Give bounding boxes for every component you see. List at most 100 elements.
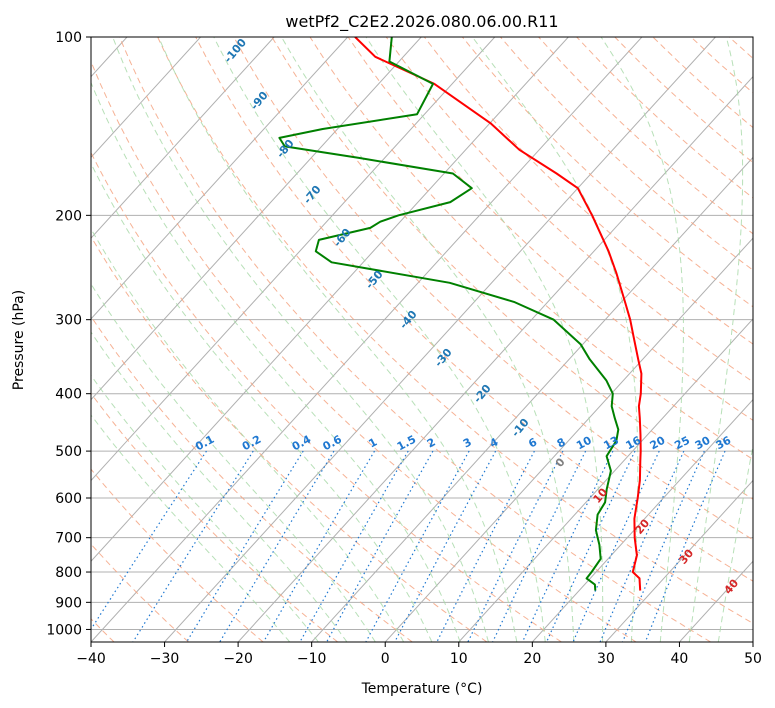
- mixing-ratio-label: 13: [601, 434, 621, 453]
- x-axis: −40 −30 −20 −10 0 10 20 30 40 50: [76, 642, 762, 667]
- y-tick-label: 900: [55, 595, 82, 611]
- isotherm-line: [91, 37, 349, 320]
- y-tick-label: 300: [55, 313, 82, 329]
- y-tick-label: 800: [55, 565, 82, 581]
- isotherm-line: [679, 560, 753, 642]
- dry-adiabat-label: -80: [274, 137, 297, 161]
- dry-adiabat-line: [767, 37, 775, 642]
- dry-adiabat-line: [91, 315, 413, 642]
- mixing-ratio-label: 1: [366, 435, 379, 450]
- mixing-ratio-label: 0.6: [321, 433, 345, 454]
- moist-adiabat-line: [91, 282, 376, 642]
- data-lines: [278, 37, 643, 591]
- dry-adiabat-line: [157, 37, 753, 624]
- moist-adiabat-line: [91, 331, 348, 642]
- x-tick-label: −40: [76, 651, 106, 667]
- dry-adiabat-label: -70: [301, 183, 324, 207]
- x-tick-label: 20: [523, 651, 541, 667]
- isotherm-line: [237, 75, 753, 642]
- mixing-ratio-label: 25: [672, 434, 692, 453]
- mixing-ratio-label: 6: [526, 435, 539, 450]
- dry-adiabat-line: [652, 37, 753, 129]
- isotherm-line: [752, 641, 753, 642]
- isotherm-line: [91, 37, 496, 482]
- mixing-ratio-label: 20: [648, 434, 668, 453]
- dry-adiabat-label: 30: [676, 546, 696, 566]
- mixing-ratio-line: [644, 450, 726, 642]
- mixing-ratio-line: [299, 450, 409, 642]
- y-axis: 100 200 300 400 500 600 700 800 900 1000: [46, 30, 91, 638]
- background-lines: [91, 37, 775, 642]
- mixing-ratio-line: [262, 450, 376, 642]
- y-axis-title: Pressure (hPa): [11, 290, 27, 390]
- mixing-ratio-line: [365, 450, 470, 642]
- dry-adiabat-line: [576, 37, 753, 199]
- mixing-ratio-label: 3: [461, 435, 474, 450]
- dry-adiabat-line: [728, 37, 753, 60]
- dry-adiabat-line: [91, 468, 264, 642]
- x-axis-title: Temperature (°C): [361, 681, 483, 697]
- dry-adiabat-line: [91, 151, 562, 642]
- mixing-ratio-label: 0.4: [290, 433, 314, 454]
- moist-adiabat-line: [91, 162, 433, 642]
- mixing-ratio-label: 0.1: [193, 433, 216, 454]
- dry-adiabat-label: -60: [331, 226, 354, 250]
- dry-adiabat-line: [91, 543, 189, 642]
- dry-adiabat-label: 40: [721, 576, 741, 596]
- y-tick-label: 600: [55, 491, 82, 507]
- mixing-ratio-line: [132, 450, 254, 642]
- mixing-ratio-label: 10: [574, 434, 594, 453]
- dry-adiabat-line: [119, 37, 711, 642]
- moist-adiabat-line: [717, 443, 753, 642]
- moist-adiabat-line: [158, 37, 518, 642]
- isopleth-labels: 0.1 0.2 0.4 0.6 1 1.5 2 3 4 6 8 10 13 16 20 25 30 36-100-…: [193, 36, 741, 597]
- mixing-ratio-line: [599, 450, 685, 642]
- dry-adiabat-line: [233, 37, 753, 541]
- dry-adiabat-label: -10: [509, 416, 532, 440]
- isotherm-line: [605, 479, 753, 642]
- mixing-ratio-label: 36: [714, 433, 734, 452]
- mixing-ratio-line: [186, 450, 304, 642]
- dry-adiabat-line: [309, 37, 753, 460]
- isotherm-line: [91, 37, 422, 401]
- dry-adiabat-label: -40: [397, 308, 420, 332]
- isotherm-line: [91, 37, 275, 239]
- x-tick-label: −20: [223, 651, 253, 667]
- moist-adiabat-line: [471, 37, 639, 642]
- moist-adiabat-line: [91, 81, 461, 642]
- isotherm-line: [91, 37, 643, 642]
- dry-adiabat-label: -30: [432, 346, 455, 370]
- mixing-ratio-line: [219, 450, 335, 642]
- y-tick-label: 500: [55, 444, 82, 460]
- temperature-profile-line: [354, 37, 643, 591]
- y-tick-label: 400: [55, 387, 82, 403]
- isotherm-line: [384, 237, 753, 642]
- chart-title: wetPf2_C2E2.2026.080.06.00.R11: [285, 12, 558, 32]
- x-tick-label: 50: [744, 651, 762, 667]
- moist-adiabat-line: [281, 37, 575, 642]
- mixing-ratio-line: [394, 450, 497, 642]
- dry-adiabat-line: [614, 37, 753, 164]
- dry-adiabat-label: -100: [221, 36, 249, 66]
- moist-adiabat-line: [112, 37, 489, 642]
- mixing-ratio-label: 1.5: [395, 433, 418, 454]
- moist-adiabat-line: [91, 374, 319, 642]
- moist-adiabat-line: [213, 37, 546, 642]
- isotherm-line: [531, 398, 753, 642]
- mixing-ratio-line: [436, 450, 535, 642]
- dry-adiabat-label: 0: [553, 455, 568, 469]
- moist-adiabat-line: [688, 37, 744, 642]
- mixing-ratio-line: [467, 450, 564, 642]
- dry-adiabat-label: -90: [248, 89, 271, 113]
- x-tick-label: 0: [381, 651, 390, 667]
- dry-adiabat-line: [347, 37, 753, 421]
- dry-adiabat-line: [91, 60, 637, 642]
- moist-adiabat-line: [91, 227, 405, 642]
- dry-adiabat-line: [462, 37, 753, 308]
- moist-adiabat-line: [600, 37, 684, 642]
- x-tick-label: −30: [150, 651, 180, 667]
- y-tick-label: 700: [55, 531, 82, 547]
- mixing-ratio-line: [91, 450, 207, 631]
- mixing-ratio-line: [492, 450, 587, 642]
- isotherm-line: [91, 37, 201, 159]
